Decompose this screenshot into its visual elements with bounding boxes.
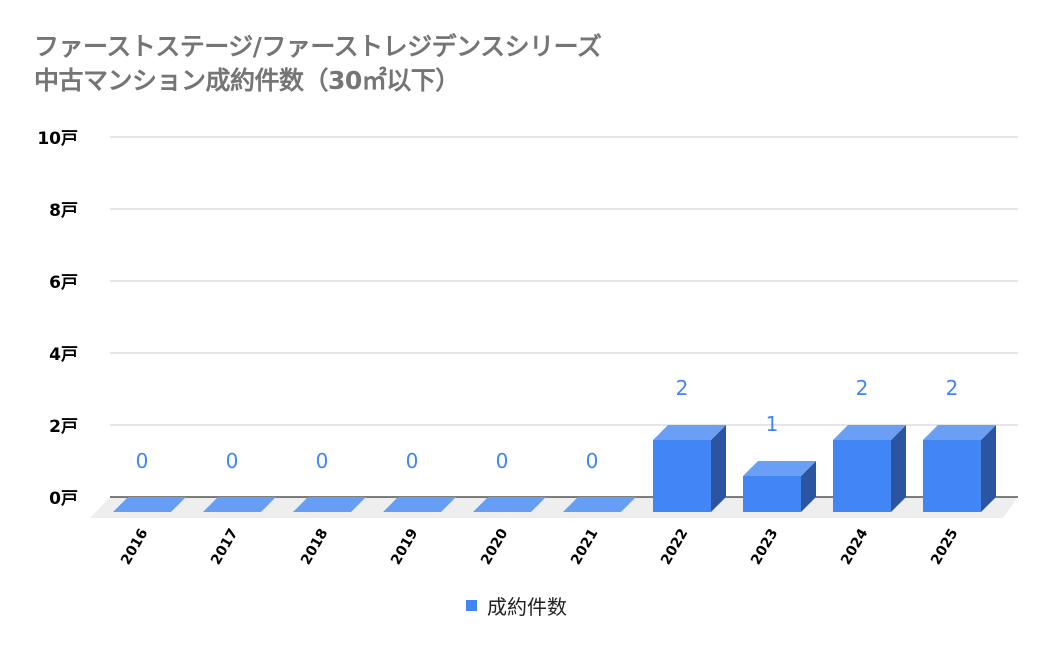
bar-2019 [383, 497, 456, 512]
bar-top [833, 425, 906, 440]
bar-side [801, 461, 816, 512]
bar-side [711, 425, 726, 512]
bar-top [743, 461, 816, 476]
bar-front [653, 440, 711, 512]
x-tick-label: 2025 [928, 526, 961, 568]
legend: 成約件数 [466, 591, 567, 620]
bar-flat [203, 497, 276, 512]
bar-top [923, 425, 996, 440]
y-tick-label: 8戸 [49, 201, 78, 221]
y-tick-label: 2戸 [49, 417, 78, 437]
x-tick-label: 2021 [568, 526, 601, 568]
chart-title-line1: ファーストステージ/ファーストレジデンスシリーズ [34, 32, 602, 61]
data-label: 2 [946, 376, 959, 400]
y-tick-label: 0戸 [49, 489, 78, 509]
data-label: 0 [136, 449, 149, 473]
y-tick-label: 6戸 [49, 273, 78, 293]
y-tick-label: 10戸 [37, 129, 78, 149]
legend-label: 成約件数 [487, 595, 567, 619]
bar-side [891, 425, 906, 512]
bar-top [653, 425, 726, 440]
bar-2020 [473, 497, 546, 512]
x-tick-label: 2018 [298, 526, 331, 568]
bar-flat [293, 497, 366, 512]
bar-front [923, 440, 981, 512]
chart-title: ファーストステージ/ファーストレジデンスシリーズ 中古マンション成約件数（30㎡… [34, 30, 602, 98]
data-label: 0 [496, 449, 509, 473]
x-tick-label: 2017 [208, 526, 241, 568]
bar-2021 [563, 497, 636, 512]
x-tick-label: 2019 [388, 526, 421, 568]
bar-flat [563, 497, 636, 512]
bar-2022 [653, 425, 726, 512]
data-label: 2 [856, 376, 869, 400]
bar-flat [473, 497, 546, 512]
bar-2025 [923, 425, 996, 512]
bar-2017 [203, 497, 276, 512]
bar-front [743, 476, 801, 512]
bar-2018 [293, 497, 366, 512]
data-label: 0 [406, 449, 419, 473]
data-label: 0 [586, 449, 599, 473]
x-tick-label: 2022 [658, 526, 691, 568]
bar-2024 [833, 425, 906, 512]
data-label: 0 [316, 449, 329, 473]
data-label: 0 [226, 449, 239, 473]
x-tick-label: 2023 [748, 526, 781, 568]
bar-2023 [743, 461, 816, 512]
bar-front [833, 440, 891, 512]
bar-side [981, 425, 996, 512]
x-tick-label: 2024 [838, 526, 871, 568]
x-tick-label: 2016 [118, 526, 151, 568]
data-label: 1 [766, 412, 779, 436]
chart-title-line2: 中古マンション成約件数（30㎡以下） [34, 66, 460, 95]
x-tick-label: 2020 [478, 526, 511, 568]
bar-2016 [113, 497, 186, 512]
bar-flat [113, 497, 186, 512]
y-tick-label: 4戸 [49, 345, 78, 365]
bar-flat [383, 497, 456, 512]
data-label: 2 [676, 376, 689, 400]
legend-swatch-icon [466, 600, 477, 611]
